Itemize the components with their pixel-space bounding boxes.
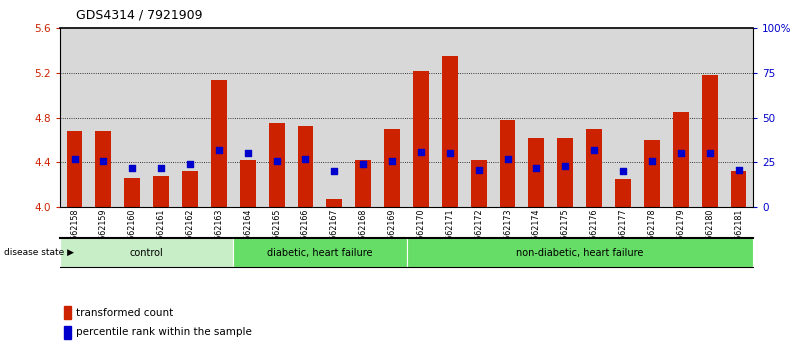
- Bar: [406, 238, 753, 267]
- Point: [97, 158, 110, 164]
- Bar: [233, 28, 262, 207]
- Bar: [211, 80, 227, 207]
- Bar: [551, 28, 580, 207]
- Bar: [436, 28, 465, 207]
- Bar: [586, 129, 602, 207]
- Bar: [673, 112, 689, 207]
- Point: [328, 169, 340, 174]
- Point: [588, 147, 601, 153]
- Bar: [124, 178, 140, 207]
- Bar: [64, 326, 71, 339]
- Point: [356, 161, 369, 167]
- Bar: [326, 199, 342, 207]
- Bar: [291, 28, 320, 207]
- Bar: [262, 28, 291, 207]
- Point: [530, 165, 543, 171]
- Bar: [297, 126, 313, 207]
- Point: [385, 158, 398, 164]
- Point: [126, 165, 139, 171]
- Bar: [204, 28, 233, 207]
- Bar: [615, 179, 631, 207]
- Bar: [695, 28, 724, 207]
- Bar: [442, 56, 457, 207]
- Bar: [153, 176, 169, 207]
- Point: [68, 156, 81, 162]
- Bar: [522, 28, 551, 207]
- Bar: [64, 307, 71, 319]
- Bar: [644, 140, 660, 207]
- Bar: [666, 28, 695, 207]
- Point: [241, 151, 254, 156]
- Text: non-diabetic, heart failure: non-diabetic, heart failure: [516, 248, 643, 258]
- Point: [270, 158, 283, 164]
- Text: control: control: [130, 248, 163, 258]
- Bar: [95, 131, 111, 207]
- Text: percentile rank within the sample: percentile rank within the sample: [76, 327, 252, 337]
- Point: [444, 151, 457, 156]
- Bar: [182, 171, 198, 207]
- Point: [732, 167, 745, 172]
- Bar: [702, 75, 718, 207]
- Bar: [609, 28, 638, 207]
- Bar: [731, 171, 747, 207]
- Bar: [724, 28, 753, 207]
- Point: [674, 151, 687, 156]
- Bar: [66, 131, 83, 207]
- Bar: [557, 138, 574, 207]
- Bar: [471, 160, 487, 207]
- Bar: [233, 238, 406, 267]
- Text: disease state ▶: disease state ▶: [4, 248, 74, 257]
- Bar: [356, 160, 371, 207]
- Bar: [60, 238, 233, 267]
- Point: [473, 167, 485, 172]
- Bar: [147, 28, 175, 207]
- Text: GDS4314 / 7921909: GDS4314 / 7921909: [76, 9, 203, 22]
- Point: [703, 151, 716, 156]
- Bar: [89, 28, 118, 207]
- Bar: [118, 28, 147, 207]
- Text: transformed count: transformed count: [76, 308, 173, 318]
- Bar: [60, 28, 89, 207]
- Bar: [580, 28, 609, 207]
- Point: [501, 156, 514, 162]
- Bar: [268, 123, 284, 207]
- Bar: [413, 71, 429, 207]
- Point: [155, 165, 167, 171]
- Bar: [384, 129, 400, 207]
- Point: [646, 158, 658, 164]
- Bar: [239, 160, 256, 207]
- Text: diabetic, heart failure: diabetic, heart failure: [268, 248, 372, 258]
- Bar: [465, 28, 493, 207]
- Point: [617, 169, 630, 174]
- Bar: [529, 138, 545, 207]
- Bar: [406, 28, 436, 207]
- Point: [415, 149, 428, 154]
- Point: [212, 147, 225, 153]
- Bar: [320, 28, 348, 207]
- Point: [299, 156, 312, 162]
- Bar: [377, 28, 406, 207]
- Bar: [175, 28, 204, 207]
- Bar: [500, 120, 516, 207]
- Bar: [638, 28, 666, 207]
- Point: [559, 163, 572, 169]
- Bar: [493, 28, 522, 207]
- Point: [183, 161, 196, 167]
- Bar: [348, 28, 377, 207]
